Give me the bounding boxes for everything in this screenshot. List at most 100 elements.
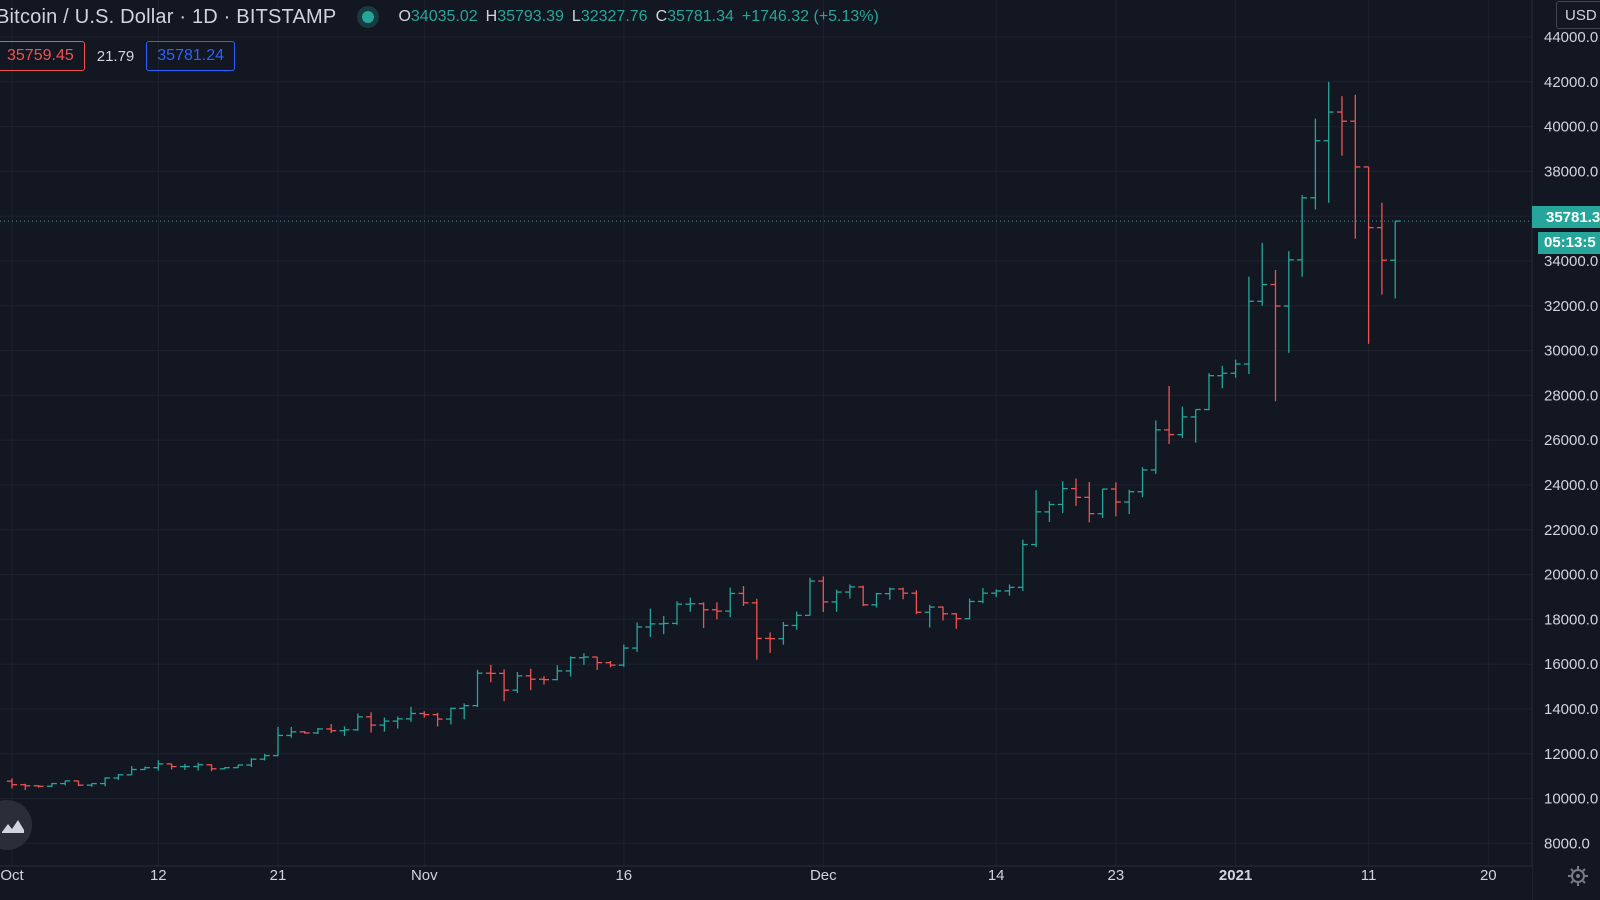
ohlc-bar <box>1004 584 1015 596</box>
currency-button[interactable]: USD <box>1556 1 1600 29</box>
time-tick-label: 23 <box>1108 867 1125 884</box>
ohlc-bar <box>312 728 323 735</box>
time-tick-label: 21 <box>270 867 287 884</box>
gear-icon[interactable] <box>1566 864 1590 888</box>
ohlc-bar <box>1084 482 1095 523</box>
ohlc-bar <box>46 782 57 787</box>
ohlc-close-value: 35781.34 <box>667 8 734 25</box>
ohlc-close-key: C <box>655 8 668 25</box>
ohlc-open: O34035.02 <box>398 8 477 26</box>
spread-value: 21.79 <box>96 47 135 65</box>
ohlc-bar <box>445 707 456 725</box>
time-axis[interactable]: Oct 12 21 Nov 16 Dec 14 23 2021 11 20 <box>0 867 1496 884</box>
ohlc-bar <box>1097 488 1108 518</box>
ohlc-bar <box>539 676 549 685</box>
ohlc-bar <box>1230 359 1241 378</box>
ohlc-change: +1746.32 (+5.13%) <box>741 8 879 25</box>
ohlc-bar <box>166 763 177 770</box>
time-tick-label: Nov <box>411 867 438 884</box>
ohlc-bar <box>565 656 576 677</box>
price-tick-label: 40000.0 <box>1544 119 1598 136</box>
ohlc-bar <box>512 672 523 694</box>
ohlc-bar <box>126 766 137 776</box>
price-tick-label: 26000.0 <box>1544 432 1598 449</box>
ohlc-bar <box>1044 501 1055 522</box>
price-axis[interactable]: 8000.0 10000.0 12000.0 14000.0 16000.0 18000.… <box>1544 29 1598 852</box>
ohlc-bar <box>991 589 1002 597</box>
ohlc-bar <box>898 587 909 600</box>
last-price-badge-label: 35781.3 <box>1546 209 1600 226</box>
ohlc-bar <box>140 766 150 771</box>
ohlc-bar <box>605 661 616 668</box>
ohlc-bar <box>844 584 855 599</box>
time-tick-label: 2021 <box>1219 867 1252 884</box>
ohlc-bar <box>419 711 430 718</box>
ohlc-bar <box>871 592 882 608</box>
symbol-title[interactable]: Bitcoin / U.S. Dollar · 1D · BITSTAMP <box>0 5 337 28</box>
price-tick-label: 16000.0 <box>1544 656 1598 673</box>
trade-buttons: 35759.45 21.79 35781.24 <box>0 40 236 72</box>
ohlc-low-key: L <box>571 8 581 25</box>
ohlc-bar <box>1057 481 1068 513</box>
price-tick-label: 22000.0 <box>1544 522 1598 539</box>
ohlc-bar <box>672 601 682 625</box>
price-tick-label: 12000.0 <box>1544 746 1598 763</box>
ohlc-bar <box>33 785 44 788</box>
ohlc-bar <box>60 780 71 786</box>
price-tick-label: 20000.0 <box>1544 567 1598 584</box>
ohlc-bar <box>352 713 363 731</box>
ohlc-bar <box>7 778 17 789</box>
ohlc-bar <box>1204 373 1214 411</box>
ohlc-bar <box>818 576 829 613</box>
buy-button[interactable]: 35781.24 <box>146 41 236 71</box>
ohlc-bar <box>472 669 483 707</box>
ohlc-bar <box>1071 478 1081 506</box>
time-tick-label: 11 <box>1361 867 1377 884</box>
ohlc-bars <box>7 81 1401 791</box>
price-tick-label: 8000.0 <box>1544 835 1590 852</box>
ohlc-bar <box>113 773 124 781</box>
price-tick-label: 44000.0 <box>1544 29 1598 46</box>
ohlc-bar <box>179 763 190 770</box>
ohlc-bar <box>459 703 470 720</box>
live-dot-icon <box>362 11 375 23</box>
ohlc-bar <box>1297 194 1308 277</box>
ohlc-bar <box>1350 94 1361 239</box>
ohlc-bar <box>1283 251 1294 353</box>
ohlc-bar <box>1110 482 1121 517</box>
ohlc-bar <box>20 783 31 791</box>
price-tick-label: 38000.0 <box>1544 163 1598 180</box>
ohlc-bar <box>578 653 589 665</box>
last-price-badge: 35781.3 <box>1532 206 1600 228</box>
ohlc-open-value: 34035.02 <box>410 8 478 25</box>
ohlc-bar <box>299 730 310 734</box>
price-tick-label: 32000.0 <box>1544 298 1598 315</box>
sell-button[interactable]: 35759.45 <box>0 41 85 71</box>
ohlc-high: H35793.39 <box>486 8 564 26</box>
ohlc-bar <box>632 622 643 652</box>
ohlc-bar <box>233 764 244 769</box>
ohlc-bar <box>618 644 629 667</box>
ohlc-bar <box>725 587 736 618</box>
ohlc-bar <box>193 762 204 771</box>
price-scale-background <box>1532 0 1600 900</box>
ohlc-bar <box>366 712 377 733</box>
ohlc-bar <box>485 664 496 683</box>
price-tick-label: 34000.0 <box>1544 253 1598 270</box>
ohlc-bar <box>791 611 802 630</box>
ohlc-bar <box>392 716 403 729</box>
ohlc-bar <box>911 590 922 615</box>
last-price-badge-bg <box>1532 206 1600 228</box>
tradingview-logo-icon[interactable] <box>0 800 32 850</box>
ohlc-bar <box>499 669 510 702</box>
ohlc-bar <box>1124 489 1135 515</box>
ohlc-bar <box>711 602 722 620</box>
ohlc-bar <box>286 726 297 738</box>
ohlc-high-value: 35793.39 <box>497 8 564 25</box>
ohlc-bar <box>273 726 283 757</box>
ohlc-bar <box>1270 269 1281 402</box>
ohlc-bar <box>1217 365 1228 389</box>
ohlc-bar <box>73 780 84 787</box>
price-tick-label: 14000.0 <box>1544 701 1598 718</box>
